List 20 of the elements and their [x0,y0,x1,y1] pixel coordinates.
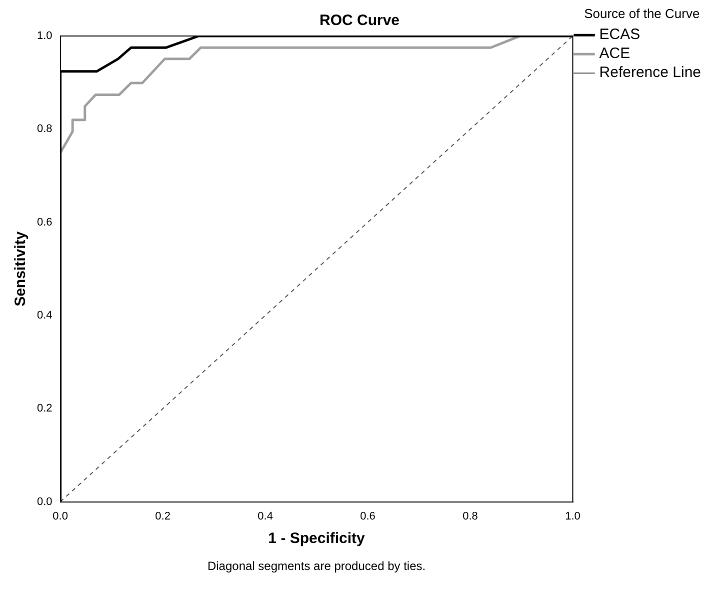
chart-title: ROC Curve [319,12,400,30]
x-tick-label: 0.8 [462,510,478,522]
y-tick-label: 0.4 [36,310,52,322]
x-tick-label: 0.6 [360,510,376,522]
legend-label: Reference Line [599,64,701,82]
legend-title: Source of the Curve [584,6,700,22]
x-tick-label: 0.0 [52,510,68,522]
x-tick-label: 1.0 [565,510,580,522]
y-tick-label: 0.2 [36,402,52,415]
y-tick-label: 0.0 [36,496,52,508]
x-tick-label: 0.2 [155,510,170,522]
x-axis-title: 1 - Specificity [268,530,366,548]
y-axis-title: Sensitivity [12,230,30,306]
y-tick-label: 1.0 [36,30,52,42]
legend-label: ECAS [599,26,640,44]
y-tick-label: 0.6 [36,216,52,228]
y-tick-label: 0.8 [36,123,52,136]
x-tick-label: 0.4 [258,510,273,522]
legend-label: ACE [599,45,630,62]
text: Diagonal segments are produced by ties. [207,559,426,573]
